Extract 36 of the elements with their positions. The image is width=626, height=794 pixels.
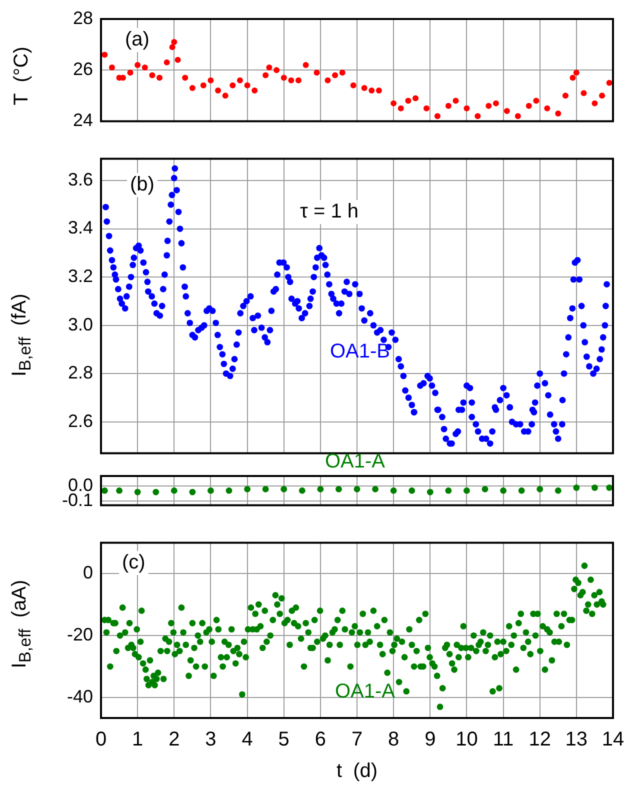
y-tick-label: 26 <box>72 59 93 80</box>
series-label: OA1-A <box>325 450 386 473</box>
x-tick-label: 6 <box>314 728 326 751</box>
y-tick-label: -20 <box>66 624 93 644</box>
y-axis-title: T (°C) <box>10 46 34 106</box>
y-tick-label: 3.6 <box>68 169 93 190</box>
y-tick-label: 3.2 <box>68 266 93 286</box>
x-tick-label: 11 <box>492 728 514 751</box>
y-tick-label: 28 <box>72 8 93 28</box>
x-tick-label: 14 <box>602 728 624 751</box>
x-tick-label: 12 <box>528 728 551 751</box>
y-tick-label: 3.0 <box>68 314 93 334</box>
x-tick-label: 2 <box>168 728 180 751</box>
y-tick-label: 3.4 <box>68 218 93 238</box>
x-tick-label: 0 <box>95 728 107 751</box>
series-label: OA1-B <box>330 340 390 363</box>
x-axis-title: t (d) <box>336 760 378 783</box>
x-tick-label: 3 <box>205 728 216 751</box>
y-tick-label: 2.8 <box>68 362 93 383</box>
annotation: τ = 1 h <box>300 200 358 223</box>
x-tick-label: 4 <box>242 728 253 751</box>
y-tick-label: 2.6 <box>68 410 93 431</box>
y-tick-label: 24 <box>72 110 93 130</box>
x-tick-label: 7 <box>351 728 363 751</box>
series-label: OA1-A <box>335 680 396 703</box>
annotation: (b) <box>130 174 154 196</box>
annotation: (a) <box>125 28 150 51</box>
x-tick-label: 10 <box>456 728 478 751</box>
x-tick-label: 5 <box>278 728 290 751</box>
x-tick-label: 8 <box>388 728 400 751</box>
y-tick-label: 0 <box>82 562 93 582</box>
annotation: (c) <box>122 552 146 574</box>
x-tick-label: 9 <box>424 728 436 751</box>
x-tick-label: 1 <box>132 728 144 751</box>
y-tick-label: -40 <box>66 686 93 707</box>
x-tick-label: 13 <box>565 728 588 751</box>
